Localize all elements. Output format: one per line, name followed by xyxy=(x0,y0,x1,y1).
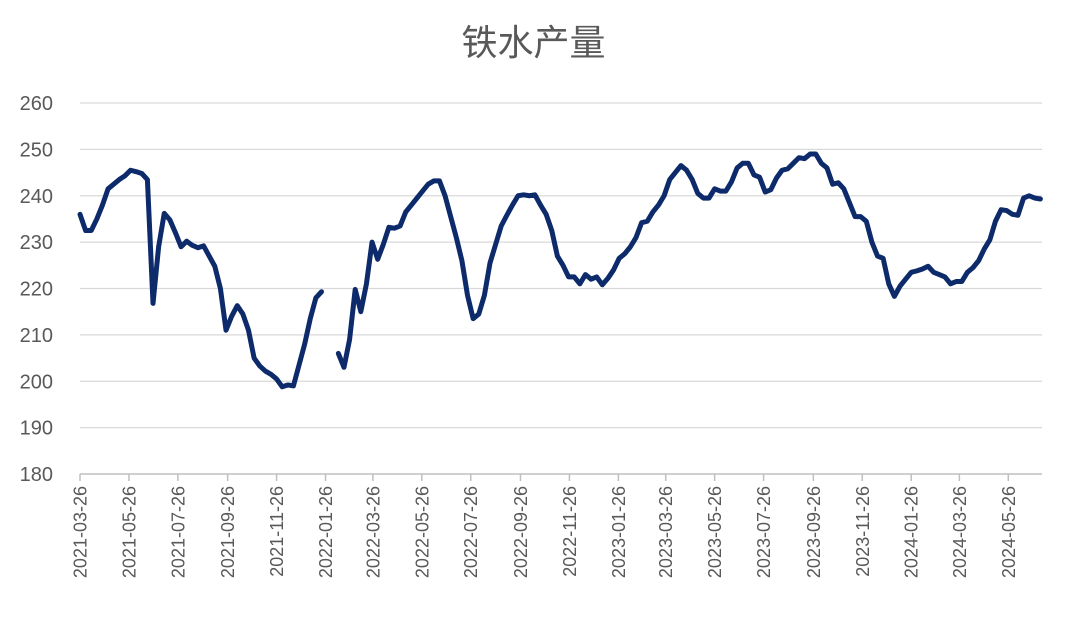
y-tick-label: 230 xyxy=(20,232,53,254)
chart-title: 铁水产量 xyxy=(461,23,606,64)
x-tick-label: 2023-11-26 xyxy=(853,486,873,577)
x-tick-label: 2022-11-26 xyxy=(560,486,580,577)
x-tick-label: 2022-05-26 xyxy=(412,486,432,578)
x-tick-label: 2022-01-26 xyxy=(316,486,336,578)
series-line-segment xyxy=(77,167,324,390)
y-tick-label: 260 xyxy=(20,93,53,115)
y-tick-label: 220 xyxy=(20,279,53,301)
x-tick-label: 2023-03-26 xyxy=(656,486,676,578)
y-tick-label: 190 xyxy=(20,418,53,440)
x-tick-label: 2024-05-26 xyxy=(999,486,1019,578)
x-tick-label: 2024-03-26 xyxy=(950,486,970,578)
y-tick-label: 250 xyxy=(20,139,53,161)
x-tick-label: 2022-03-26 xyxy=(363,486,383,578)
y-tick-label: 180 xyxy=(20,464,53,486)
x-axis-tick-labels: 2021-03-26 2021-05-26 2021-07-26 2021-09-26… xyxy=(71,486,1019,578)
x-tick-label: 2024-01-26 xyxy=(902,486,922,578)
gridlines xyxy=(80,102,1042,429)
x-tick-label: 2021-11-26 xyxy=(267,486,287,577)
y-axis-tick-labels: 180 190 200 210 220 230 240 250 260 xyxy=(20,93,53,486)
series-line-segment xyxy=(335,151,1043,370)
x-tick-label: 2021-03-26 xyxy=(71,486,91,578)
y-tick-label: 210 xyxy=(20,325,53,347)
x-tick-label: 2023-01-26 xyxy=(609,486,629,578)
y-tick-label: 200 xyxy=(20,371,53,393)
x-axis xyxy=(79,473,1042,481)
x-tick-label: 2023-05-26 xyxy=(705,486,725,578)
y-tick-label: 240 xyxy=(20,186,53,208)
x-tick-label: 2021-09-26 xyxy=(218,486,238,578)
x-tick-label: 2023-09-26 xyxy=(804,486,824,578)
x-tick-label: 2021-05-26 xyxy=(119,486,139,578)
x-tick-label: 2023-07-26 xyxy=(754,486,774,578)
x-tick-label: 2021-07-26 xyxy=(168,486,188,578)
series-lines xyxy=(77,151,1043,390)
x-tick-label: 2022-09-26 xyxy=(511,486,531,578)
x-tick-label: 2022-07-26 xyxy=(461,486,481,578)
